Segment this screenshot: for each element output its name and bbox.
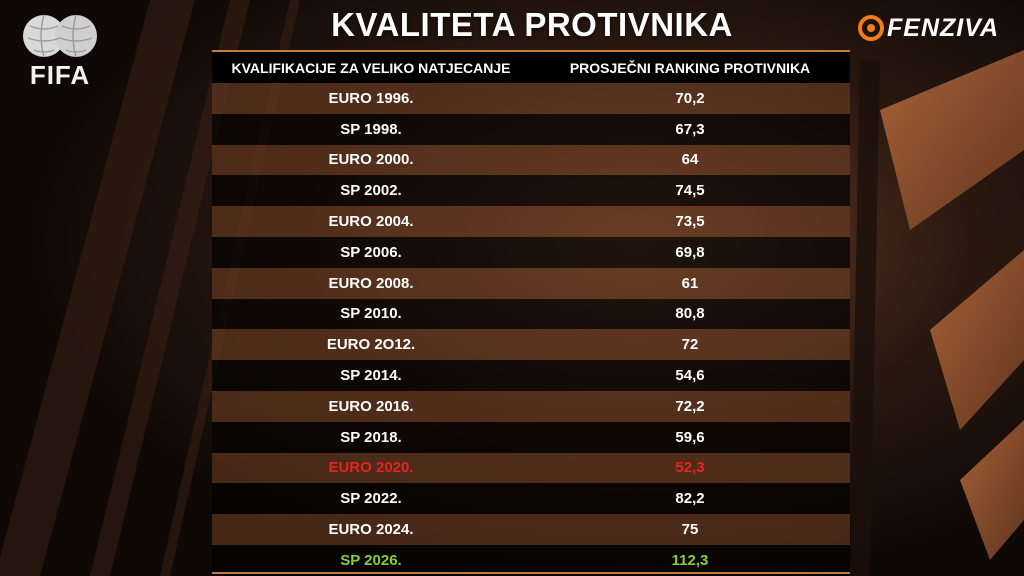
fifa-logo-text: FIFA: [29, 60, 91, 90]
table-row: SP 2026. 112,3: [212, 544, 850, 576]
competition-cell: SP 2014.: [212, 360, 530, 391]
competition-cell: EURO 1996.: [212, 83, 530, 114]
table-header-row: KVALIFIKACIJE ZA VELIKO NATJECANJE PROSJ…: [212, 52, 850, 83]
opponent-ranking-table: KVALIFIKACIJE ZA VELIKO NATJECANJE PROSJ…: [212, 52, 850, 576]
table-row: EURO 2000. 64: [212, 144, 850, 176]
competition-cell: EURO 2O12.: [212, 329, 530, 361]
competition-cell: SP 2018.: [212, 421, 530, 453]
competition-cell: EURO 2024.: [212, 514, 530, 545]
ranking-cell: 70,2: [530, 83, 850, 114]
competition-cell: EURO 2016.: [212, 390, 530, 422]
table-row: EURO 2008. 61: [212, 267, 850, 299]
table-row: EURO 1996. 70,2: [212, 83, 850, 114]
table-row: EURO 2016. 72,2: [212, 390, 850, 422]
table-row: EURO 2024. 75: [212, 514, 850, 545]
competition-cell: SP 2010.: [212, 298, 530, 330]
table-row: SP 2010. 80,8: [212, 298, 850, 330]
table-row: SP 2006. 69,8: [212, 236, 850, 268]
competition-cell: EURO 2008.: [212, 267, 530, 299]
table-row: SP 2014. 54,6: [212, 360, 850, 391]
title-divider: [212, 50, 850, 52]
ranking-cell: 80,8: [530, 298, 850, 330]
table-row: EURO 2020. 52,3: [212, 452, 850, 484]
ranking-cell: 54,6: [530, 360, 850, 391]
table-row: SP 2018. 59,6: [212, 421, 850, 453]
table-row: EURO 2004. 73,5: [212, 206, 850, 237]
ranking-cell: 82,2: [530, 483, 850, 515]
competition-cell: SP 2026.: [212, 544, 530, 576]
ranking-cell: 72,2: [530, 390, 850, 422]
table-row: SP 2002. 74,5: [212, 175, 850, 207]
competition-cell: EURO 2004.: [212, 206, 530, 237]
fifa-logo: FIFA: [14, 12, 106, 92]
ranking-cell: 59,6: [530, 421, 850, 453]
ranking-cell: 64: [530, 144, 850, 176]
ranking-cell: 112,3: [530, 544, 850, 576]
ranking-cell: 72: [530, 329, 850, 361]
header-competition: KVALIFIKACIJE ZA VELIKO NATJECANJE: [212, 52, 530, 83]
competition-cell: SP 2022.: [212, 483, 530, 515]
ranking-cell: 52,3: [530, 452, 850, 484]
ofenziva-logo: FENZIVA: [858, 12, 999, 44]
ranking-cell: 73,5: [530, 206, 850, 237]
header-ranking: PROSJEČNI RANKING PROTIVNIKA: [530, 52, 850, 83]
ranking-cell: 69,8: [530, 236, 850, 268]
competition-cell: EURO 2020.: [212, 452, 530, 484]
competition-cell: SP 2006.: [212, 236, 530, 268]
football-icon: [23, 14, 97, 58]
competition-cell: EURO 2000.: [212, 144, 530, 176]
ranking-cell: 67,3: [530, 113, 850, 145]
ranking-cell: 75: [530, 514, 850, 545]
table-row: EURO 2O12. 72: [212, 329, 850, 361]
ranking-cell: 74,5: [530, 175, 850, 207]
football-o-icon: [858, 15, 884, 41]
table-bottom-divider: [212, 572, 850, 574]
table-row: SP 1998. 67,3: [212, 113, 850, 145]
ranking-cell: 61: [530, 267, 850, 299]
ofenziva-logo-text: FENZIVA: [887, 13, 1000, 42]
competition-cell: SP 2002.: [212, 175, 530, 207]
table-body: EURO 1996. 70,2 SP 1998. 67,3 EURO 2000. 64 SP…: [212, 83, 850, 576]
table-row: SP 2022. 82,2: [212, 483, 850, 515]
page-title: KVALITETA PROTIVNIKA: [331, 6, 733, 43]
competition-cell: SP 1998.: [212, 113, 530, 145]
